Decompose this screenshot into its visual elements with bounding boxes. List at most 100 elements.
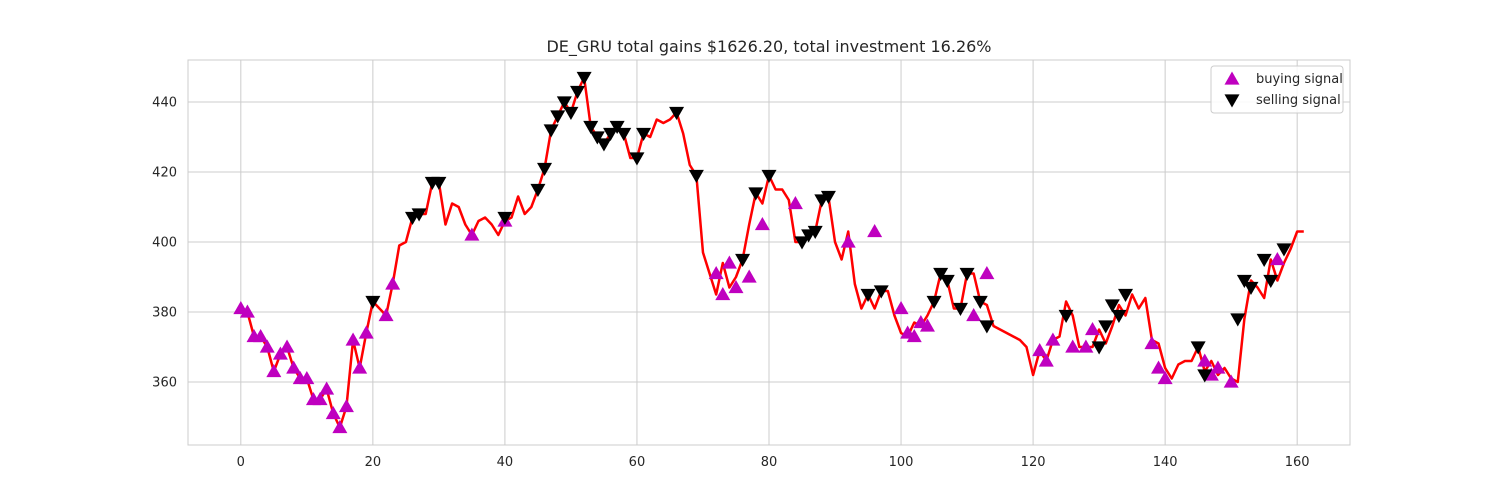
buying-signal-marker: [325, 406, 341, 420]
y-tick-label: 400: [152, 236, 177, 251]
selling-signal-marker: [589, 131, 605, 145]
buying-signal-marker: [1038, 353, 1054, 367]
selling-signal-marker: [550, 110, 566, 124]
selling-signal-marker: [497, 211, 513, 225]
buying-signal-marker: [906, 329, 922, 343]
x-tick-label: 100: [889, 455, 914, 470]
selling-signal-marker: [1197, 369, 1213, 383]
selling-signal-marker: [1104, 299, 1120, 313]
buying-signal-marker: [345, 332, 361, 346]
selling-signal-marker: [1091, 341, 1107, 355]
selling-signal-marker: [1111, 309, 1127, 323]
buying-signal-marker: [1223, 374, 1239, 388]
buying-signal-marker: [1269, 252, 1285, 266]
buying-signal-marker: [338, 399, 354, 413]
selling-signal-marker: [860, 288, 876, 302]
selling-signal-marker: [431, 176, 447, 190]
chart-title: DE_GRU total gains $1626.20, total inves…: [546, 37, 991, 57]
selling-signal-marker: [570, 85, 586, 99]
selling-signal-marker: [1058, 309, 1074, 323]
buying-signal-marker: [352, 360, 368, 374]
selling-signal-marker: [616, 127, 632, 141]
y-tick-label: 360: [152, 376, 177, 391]
selling-signal-marker: [761, 169, 777, 183]
selling-signal-marker: [939, 274, 955, 288]
selling-signal-marker: [688, 169, 704, 183]
buying-signal-marker: [1085, 322, 1101, 336]
selling-signal-marker: [794, 236, 810, 250]
x-tick-label: 0: [237, 455, 245, 470]
selling-signal-marker: [959, 267, 975, 281]
buying-signal-marker: [272, 346, 288, 360]
selling-signal-marker: [1276, 243, 1292, 257]
buying-signal-marker: [1032, 343, 1048, 357]
buying-signal-marker: [385, 276, 401, 290]
buying-signal-marker: [741, 269, 757, 283]
grid: [188, 60, 1350, 445]
legend-selling-signal-marker: [1224, 94, 1240, 108]
legend: buying signal selling signal: [1210, 65, 1344, 114]
selling-signal-marker: [1118, 288, 1134, 302]
y-tick-label: 440: [152, 96, 177, 111]
selling-signal-marker: [1256, 253, 1272, 267]
selling-signal-marker: [1190, 341, 1206, 355]
y-tick-label: 420: [152, 166, 177, 181]
buying-signal-marker: [754, 217, 770, 231]
selling-signal-marker: [603, 127, 619, 141]
selling-signal-marker: [1098, 320, 1114, 334]
buying-signal-marker: [1210, 360, 1226, 374]
buying-signal-marker: [266, 364, 282, 378]
buying-signal-marker: [1151, 360, 1167, 374]
y-axis: 360 380 400 420 440: [152, 96, 177, 391]
buying-signal-marker: [840, 234, 856, 248]
signal-markers: [233, 71, 1292, 434]
buying-signal-marker: [787, 196, 803, 210]
selling-signal-marker: [926, 295, 942, 309]
buying-signal-marker: [708, 266, 724, 280]
selling-signal-marker: [629, 152, 645, 166]
legend-box: [1210, 65, 1344, 114]
selling-signal-marker: [636, 127, 652, 141]
y-tick-label: 380: [152, 306, 177, 321]
selling-signal-marker: [807, 225, 823, 239]
buying-signal-marker: [332, 420, 348, 434]
x-tick-label: 80: [761, 455, 778, 470]
buying-signal-marker: [1065, 339, 1081, 353]
selling-signal-marker: [365, 295, 381, 309]
buying-signal-marker: [279, 339, 295, 353]
plot-area: [240, 76, 1304, 429]
buying-signal-marker: [1157, 371, 1173, 385]
selling-signal-marker: [952, 302, 968, 316]
selling-signal-marker: [972, 295, 988, 309]
selling-signal-marker: [979, 320, 995, 334]
x-tick-label: 40: [497, 455, 514, 470]
selling-signal-marker: [530, 183, 546, 197]
x-tick-label: 140: [1153, 455, 1178, 470]
buying-signal-marker: [867, 224, 883, 238]
buying-signal-marker: [1197, 353, 1213, 367]
plot-frame: [187, 59, 1351, 446]
selling-signal-marker: [1243, 281, 1259, 295]
buying-signal-marker: [979, 266, 995, 280]
buying-signal-marker: [1045, 332, 1061, 346]
selling-signal-marker: [933, 267, 949, 281]
buying-signal-marker: [1078, 339, 1094, 353]
buying-signal-marker: [358, 325, 374, 339]
selling-signal-marker: [735, 253, 751, 267]
buying-signal-marker: [1144, 336, 1160, 350]
selling-signal-marker: [1230, 313, 1246, 327]
selling-signal-marker: [748, 187, 764, 201]
x-tick-label: 160: [1285, 455, 1310, 470]
buying-signal-marker: [378, 308, 394, 322]
selling-signal-marker: [609, 120, 625, 134]
buying-signal-marker: [715, 287, 731, 301]
selling-signal-marker: [820, 190, 836, 204]
buying-signal-marker: [299, 371, 315, 385]
selling-signal-marker: [563, 106, 579, 120]
price-series-line: [240, 76, 1304, 429]
buying-signal-marker: [253, 329, 269, 343]
x-axis: 0 20 40 60 80 100 120 140 160: [237, 455, 1310, 470]
buying-signal-marker: [464, 227, 480, 241]
selling-signal-marker: [669, 106, 685, 120]
